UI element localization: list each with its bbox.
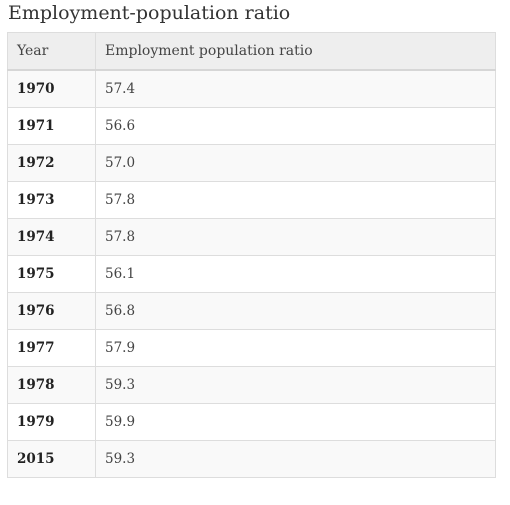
cell-ratio: 57.8 [95,181,496,219]
table-row: 1978 59.3 [7,366,496,404]
column-header-year[interactable]: Year [7,32,96,71]
cell-ratio: 57.8 [95,218,496,256]
table-row: 1972 57.0 [7,144,496,182]
page-title: Employment-population ratio [8,2,291,24]
cell-ratio: 59.3 [95,366,496,404]
table-row: 2015 59.3 [7,440,496,478]
cell-ratio: 56.1 [95,255,496,293]
cell-year: 1971 [7,107,96,145]
cell-year: 1974 [7,218,96,256]
table-row: 1976 56.8 [7,292,496,330]
cell-year: 1978 [7,366,96,404]
cell-ratio: 57.9 [95,329,496,367]
cell-ratio: 56.6 [95,107,496,145]
cell-year: 2015 [7,440,96,478]
table-row: 1975 56.1 [7,255,496,293]
column-header-employment-ratio[interactable]: Employment population ratio [95,32,496,71]
data-table: Year Employment population ratio 1970 57… [7,32,496,478]
cell-ratio: 57.4 [95,69,496,108]
table-row: 1977 57.9 [7,329,496,367]
cell-year: 1970 [7,69,96,108]
table-row: 1973 57.8 [7,181,496,219]
cell-ratio: 59.9 [95,403,496,441]
table-row: 1971 56.6 [7,107,496,145]
cell-ratio: 57.0 [95,144,496,182]
table-header-row: Year Employment population ratio [7,32,496,71]
cell-ratio: 56.8 [95,292,496,330]
cell-year: 1979 [7,403,96,441]
table-row: 1970 57.4 [7,69,496,108]
cell-year: 1976 [7,292,96,330]
table-row: 1974 57.8 [7,218,496,256]
cell-year: 1975 [7,255,96,293]
cell-ratio: 59.3 [95,440,496,478]
cell-year: 1973 [7,181,96,219]
table-row: 1979 59.9 [7,403,496,441]
cell-year: 1977 [7,329,96,367]
cell-year: 1972 [7,144,96,182]
